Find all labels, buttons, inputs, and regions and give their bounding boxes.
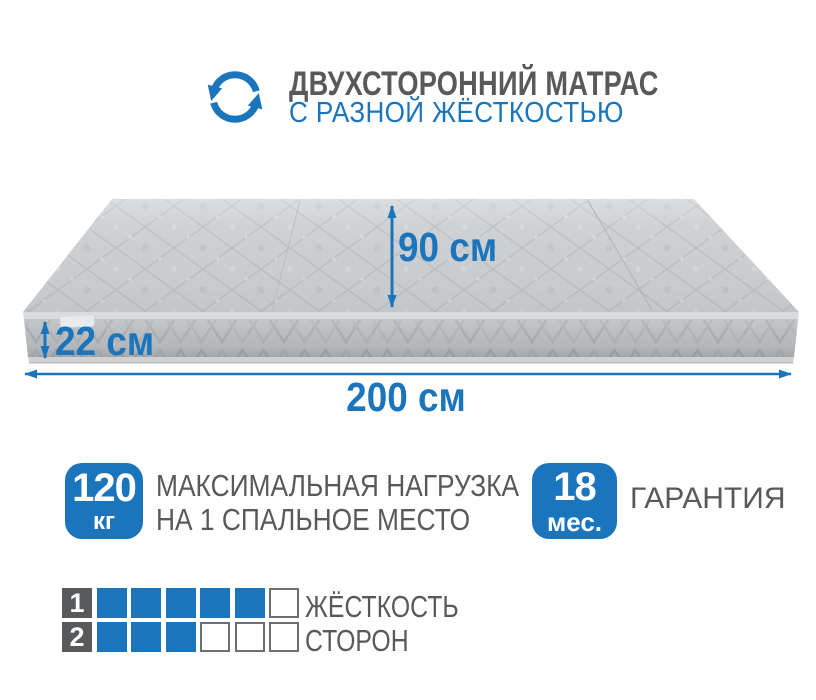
- firmness-cell: [269, 588, 299, 618]
- firmness-cell: [234, 588, 265, 618]
- max-load-unit: кг: [92, 508, 115, 535]
- mattress-side-shading: [24, 320, 798, 357]
- firmness-side2-number: 2: [62, 622, 92, 652]
- firmness-side1-number: 1: [62, 588, 92, 618]
- mattress-piping-top: [23, 312, 799, 320]
- firmness-cell: [96, 588, 127, 618]
- max-load-description-line2: НА 1 СПАЛЬНОЕ МЕСТО: [156, 502, 471, 537]
- warranty-value: 18: [553, 465, 596, 509]
- firmness-cell: [165, 622, 196, 652]
- max-load-description: МАКСИМАЛЬНАЯ НАГРУЗКА НА 1 СПАЛЬНОЕ МЕСТ…: [156, 469, 519, 537]
- mattress-label-tag: [60, 315, 95, 328]
- firmness-cell: [96, 622, 127, 652]
- width-dimension-label: 90 см: [398, 224, 498, 270]
- firmness-cell: [200, 588, 230, 618]
- firmness-row-side1: 1: [62, 588, 299, 618]
- firmness-cell: [200, 622, 230, 652]
- firmness-cell: [131, 622, 161, 652]
- firmness-label-line2: СТОРОН: [305, 623, 409, 658]
- max-load-badge: 120 кг: [65, 463, 143, 539]
- mattress-illustration: [23, 199, 799, 379]
- rotate-arrows-icon: [207, 71, 263, 123]
- warranty-unit: мес.: [546, 507, 603, 537]
- warranty-badge: 18 мес.: [532, 463, 617, 539]
- mattress-seam: [271, 200, 301, 311]
- firmness-scale-side2: [96, 622, 299, 652]
- firmness-cell: [234, 622, 265, 652]
- length-dimension-label: 200 см: [346, 374, 466, 420]
- mattress-body: [23, 199, 799, 364]
- firmness-label-line1: ЖЁСТКОСТЬ: [305, 589, 459, 624]
- mattress-seam: [587, 200, 653, 311]
- firmness-cell: [165, 588, 196, 618]
- warranty-label: ГАРАНТИЯ: [630, 482, 786, 515]
- page-subtitle: С РАЗНОЙ ЖЁСТКОСТЬЮ: [289, 97, 624, 129]
- rotate-arc-bottom: [210, 93, 263, 123]
- firmness-cell: [131, 588, 161, 618]
- max-load-description-line1: МАКСИМАЛЬНАЯ НАГРУЗКА: [156, 468, 520, 503]
- mattress-piping-bottom: [28, 357, 794, 363]
- firmness-cell: [269, 622, 299, 652]
- rotate-arc-top: [207, 71, 260, 101]
- mattress-top-shading: [23, 199, 799, 312]
- page-title: ДВУХСТОРОННИЙ МАТРАС: [289, 65, 659, 103]
- firmness-row-side2: 2: [62, 622, 299, 652]
- dimension-arrows: [24, 205, 792, 379]
- max-load-value: 120: [72, 466, 137, 510]
- firmness-scale-side1: [96, 588, 299, 618]
- height-dimension-label: 22 см: [55, 318, 155, 364]
